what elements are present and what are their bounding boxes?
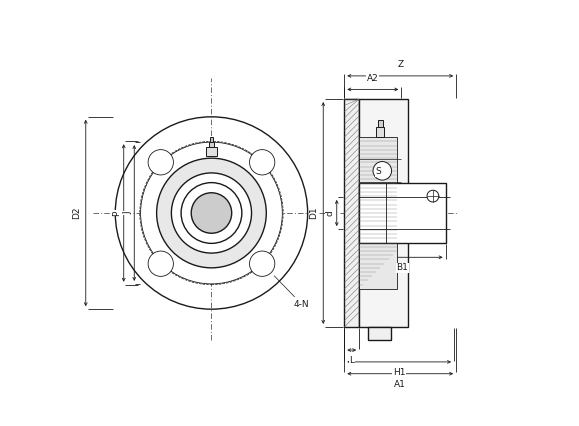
Circle shape (373, 161, 391, 180)
Text: Z: Z (397, 60, 404, 69)
Text: L: L (349, 356, 354, 365)
Circle shape (148, 150, 173, 175)
Circle shape (181, 183, 242, 243)
Bar (210, 138, 213, 142)
Circle shape (157, 158, 266, 268)
Text: D1: D1 (309, 207, 318, 219)
Text: S: S (375, 167, 381, 176)
Circle shape (250, 150, 275, 175)
Circle shape (191, 193, 232, 233)
Text: d: d (325, 210, 335, 216)
Circle shape (148, 251, 173, 276)
Text: J: J (123, 212, 132, 214)
Bar (359, 137, 397, 289)
Bar (368, 327, 391, 340)
Circle shape (250, 251, 275, 276)
Bar (378, 120, 383, 127)
Text: B1: B1 (397, 263, 408, 272)
Circle shape (171, 173, 251, 253)
Circle shape (427, 190, 439, 202)
Text: P: P (112, 210, 120, 216)
Text: A2: A2 (367, 75, 379, 83)
Text: A1: A1 (394, 380, 406, 389)
Bar (359, 99, 408, 327)
Circle shape (115, 117, 307, 309)
Bar (208, 142, 214, 147)
Bar (376, 127, 384, 137)
Text: H1: H1 (393, 368, 405, 377)
Circle shape (141, 142, 283, 284)
Bar (345, 99, 359, 327)
Bar (359, 184, 446, 242)
Bar (206, 147, 217, 156)
Text: D2: D2 (72, 207, 81, 219)
Text: 4-N: 4-N (274, 276, 309, 308)
